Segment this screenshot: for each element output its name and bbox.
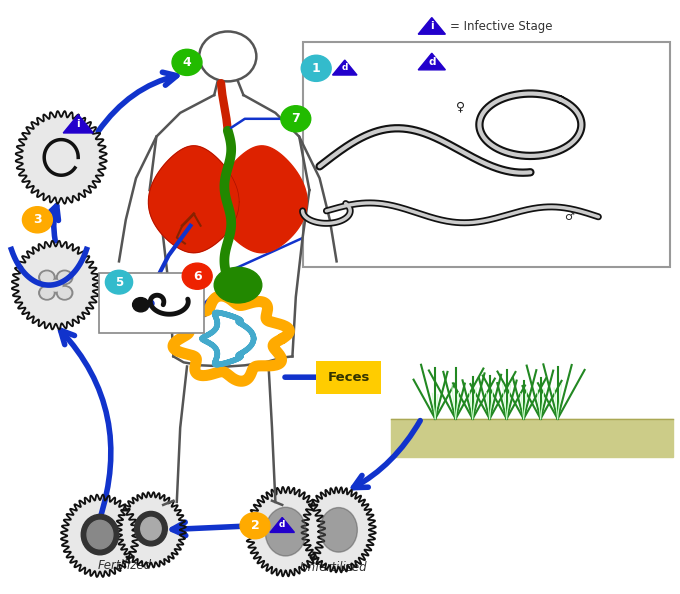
Polygon shape	[391, 419, 673, 457]
Polygon shape	[301, 487, 375, 573]
Circle shape	[50, 280, 62, 291]
Circle shape	[56, 286, 73, 300]
FancyBboxPatch shape	[99, 273, 204, 333]
Polygon shape	[16, 111, 107, 204]
Ellipse shape	[87, 520, 113, 549]
Polygon shape	[148, 146, 239, 252]
Polygon shape	[12, 241, 100, 330]
Ellipse shape	[214, 267, 262, 303]
Text: d: d	[428, 56, 436, 67]
Ellipse shape	[320, 507, 358, 552]
Ellipse shape	[265, 507, 306, 556]
Text: i: i	[76, 119, 80, 129]
Circle shape	[58, 287, 71, 298]
Text: = Infective Stage: = Infective Stage	[450, 20, 553, 33]
FancyBboxPatch shape	[303, 42, 670, 267]
Text: 7: 7	[292, 112, 300, 125]
Text: 6: 6	[193, 270, 201, 283]
Text: Feces: Feces	[327, 371, 370, 384]
Circle shape	[48, 279, 64, 293]
FancyBboxPatch shape	[316, 361, 381, 394]
Polygon shape	[270, 517, 294, 532]
Ellipse shape	[135, 511, 167, 546]
Circle shape	[133, 298, 149, 312]
Text: Unfertilized: Unfertilized	[299, 561, 367, 574]
Circle shape	[182, 263, 212, 289]
Circle shape	[281, 106, 311, 132]
Polygon shape	[418, 53, 445, 70]
Text: 5: 5	[115, 276, 123, 289]
Text: d: d	[279, 520, 286, 529]
Text: 1: 1	[312, 62, 320, 75]
Text: 4: 4	[183, 56, 191, 69]
Circle shape	[172, 49, 202, 75]
Text: = Diagnostic Stage: = Diagnostic Stage	[450, 56, 564, 69]
Ellipse shape	[81, 514, 118, 555]
Circle shape	[105, 270, 133, 294]
Polygon shape	[418, 18, 445, 34]
Text: i: i	[430, 21, 434, 31]
Text: ♂: ♂	[564, 212, 575, 222]
Text: 2: 2	[251, 519, 259, 532]
Circle shape	[56, 270, 73, 285]
Circle shape	[41, 272, 53, 283]
Text: d: d	[341, 63, 348, 72]
Text: ♀: ♀	[456, 100, 464, 113]
Text: 3: 3	[33, 213, 41, 226]
Circle shape	[301, 55, 331, 81]
Polygon shape	[61, 495, 139, 577]
Circle shape	[240, 513, 270, 539]
Polygon shape	[333, 60, 357, 75]
Circle shape	[22, 207, 52, 233]
Polygon shape	[63, 115, 93, 133]
Polygon shape	[116, 492, 186, 567]
Polygon shape	[216, 146, 307, 252]
Circle shape	[39, 270, 55, 285]
Circle shape	[41, 287, 53, 298]
Circle shape	[39, 286, 55, 300]
Polygon shape	[246, 487, 325, 576]
Circle shape	[58, 272, 71, 283]
Ellipse shape	[141, 517, 161, 540]
Text: Fertilized: Fertilized	[97, 559, 152, 572]
